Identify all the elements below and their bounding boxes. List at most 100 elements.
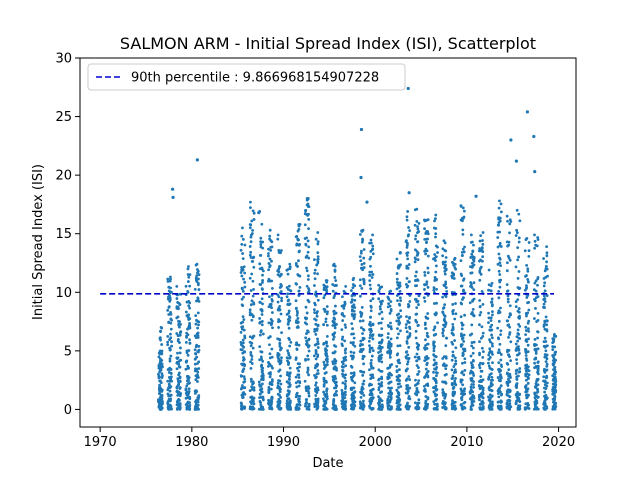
scatter-point [491,310,494,314]
scatter-point [185,384,189,388]
scatter-point [490,368,494,371]
scatter-point-outlier [509,138,513,142]
scatter-point [490,297,494,301]
scatter-point [340,337,344,341]
scatter-point [526,343,530,347]
scatter-point [443,270,447,273]
scatter-point [535,394,538,398]
scatter-point [488,388,491,392]
scatter-point [305,332,308,335]
scatter-point [463,392,467,396]
scatter-point [423,227,426,231]
scatter-point [499,264,502,267]
scatter-point [187,275,191,279]
scatter-point [388,389,392,393]
scatter-point [242,375,246,378]
scatter-point [526,311,530,315]
scatter-point [306,298,310,302]
scatter-point [477,395,481,399]
scatter-point [349,371,353,375]
scatter-point [298,380,302,384]
scatter-point [322,376,326,380]
scatter-point [294,356,298,360]
scatter-point [426,271,430,275]
scatter-point [415,389,418,393]
scatter-point [451,310,455,313]
scatter-point [248,389,252,392]
scatter-point [543,379,547,383]
scatter-point [496,262,500,266]
scatter-point [380,346,384,349]
scatter-point [315,407,319,411]
scatter-point [324,371,328,374]
scatter-point [249,206,252,210]
scatter-point [517,370,521,374]
scatter-point [536,277,540,281]
scatter-point [395,364,399,368]
scatter-point [499,384,503,388]
scatter-point [325,387,329,391]
scatter-point [259,401,262,405]
scatter-point [313,366,317,370]
scatter-point [489,289,493,293]
scatter-point [543,404,547,408]
scatter-point [175,386,179,390]
scatter-point [186,353,190,357]
scatter-point [398,289,402,293]
scatter-point [480,290,484,293]
scatter-point [369,299,373,303]
scatter-point [168,359,172,363]
scatter-point [268,381,272,384]
scatter-point [469,369,473,373]
scatter-point [353,404,357,408]
scatter-point [361,382,365,386]
scatter-point [306,330,310,333]
scatter-point [341,394,345,398]
scatter-point [361,357,365,361]
scatter-point [462,339,466,343]
scatter-point [414,248,417,252]
scatter-point [490,395,493,399]
scatter-point [175,332,179,335]
scatter-point [498,261,502,265]
scatter-point [268,343,271,347]
scatter-point [240,362,244,366]
scatter-point [306,370,309,374]
scatter-point [514,402,518,406]
scatter-point [388,400,392,404]
scatter-point [287,392,291,396]
scatter-point [304,255,308,259]
scatter-point [415,300,419,304]
scatter-point [331,351,335,355]
scatter-point [435,301,438,305]
scatter-point [518,219,522,223]
scatter-point [434,264,438,268]
scatter-point [278,337,281,341]
scatter-point [196,406,200,410]
scatter-point [506,219,509,223]
scatter-point [515,377,519,381]
scatter-point [426,335,430,339]
scatter-point [259,308,263,312]
scatter-point [371,323,375,327]
scatter-point [349,364,353,368]
scatter-point [406,266,410,270]
scatter-point [499,407,503,411]
scatter-point [506,254,510,258]
scatter-point [305,322,309,326]
scatter-point [551,362,555,366]
scatter-point-outlier [359,175,363,180]
scatter-point [425,237,429,241]
scatter-point [179,346,182,350]
scatter-point [405,276,409,280]
scatter-point [307,245,311,249]
scatter-point [506,294,510,298]
scatter-point [194,336,198,340]
scatter-point [544,376,548,380]
scatter-point [187,265,190,268]
scatter-point [453,381,457,385]
scatter-point [353,400,357,404]
scatter-point [316,340,320,343]
scatter-point [343,382,347,386]
scatter-point [377,321,381,325]
